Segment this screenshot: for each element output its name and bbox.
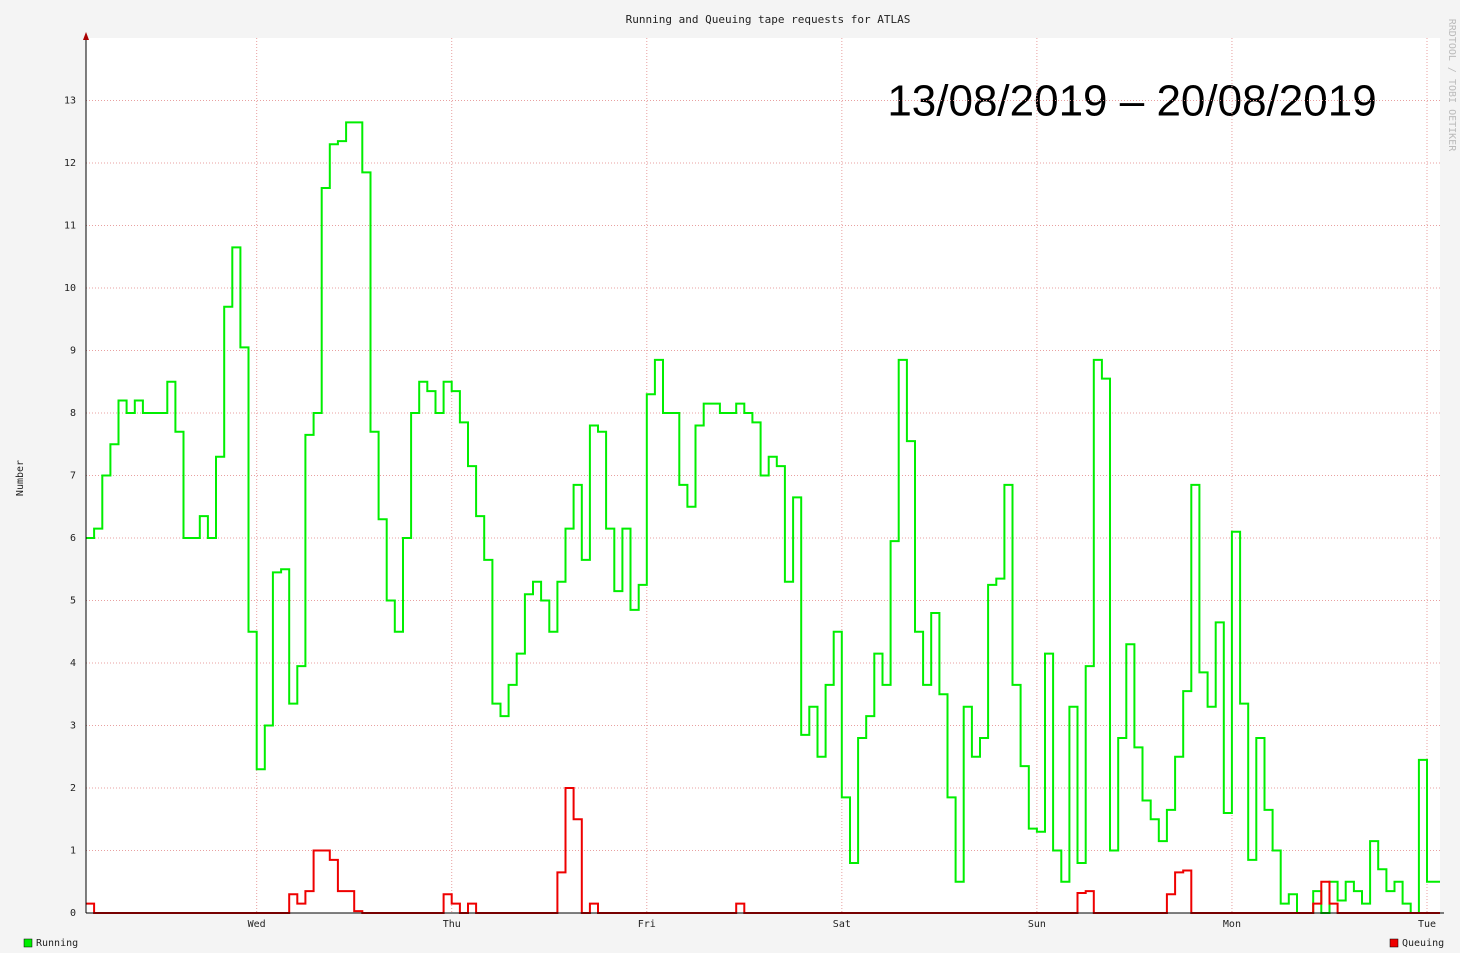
legend-label: Running: [36, 938, 78, 949]
y-tick-label: 12: [64, 158, 76, 169]
y-tick-label: 13: [64, 96, 76, 107]
chart-title: Running and Queuing tape requests for AT…: [626, 13, 911, 26]
y-tick-label: 4: [70, 658, 76, 669]
series-line: [86, 121, 1440, 914]
y-axis-arrow: [83, 32, 89, 40]
legend-swatch: [1389, 938, 1399, 948]
watermark: RRDTOOL / TOBI OETIKER: [1446, 19, 1457, 152]
y-tick-label: 1: [70, 846, 76, 857]
y-tick-label: 9: [70, 346, 76, 357]
x-tick-label: Tue: [1418, 919, 1436, 930]
y-axis-label: Number: [15, 460, 26, 496]
y-tick-label: 3: [70, 721, 76, 732]
x-tick-label: Thu: [443, 919, 461, 930]
legend-swatch: [23, 938, 33, 948]
y-tick-label: 10: [64, 283, 76, 294]
date-range: 13/08/2019 – 20/08/2019: [887, 77, 1376, 126]
x-tick-label: Sat: [833, 919, 851, 930]
y-tick-label: 8: [70, 408, 76, 419]
legend: Running Queuing: [23, 938, 1444, 949]
x-tick-label: Mon: [1223, 919, 1241, 930]
x-tick-label: Fri: [638, 919, 656, 930]
y-tick-label: 6: [70, 533, 76, 544]
y-tick-label: 11: [64, 221, 76, 232]
legend-label: Queuing: [1402, 938, 1444, 949]
x-tick-label: Sun: [1028, 919, 1046, 930]
y-tick-label: 5: [70, 596, 76, 607]
y-tick-label: 0: [70, 908, 76, 919]
y-tick-label: 2: [70, 783, 76, 794]
x-tick-label: Wed: [248, 919, 266, 930]
y-tick-label: 7: [70, 471, 76, 482]
